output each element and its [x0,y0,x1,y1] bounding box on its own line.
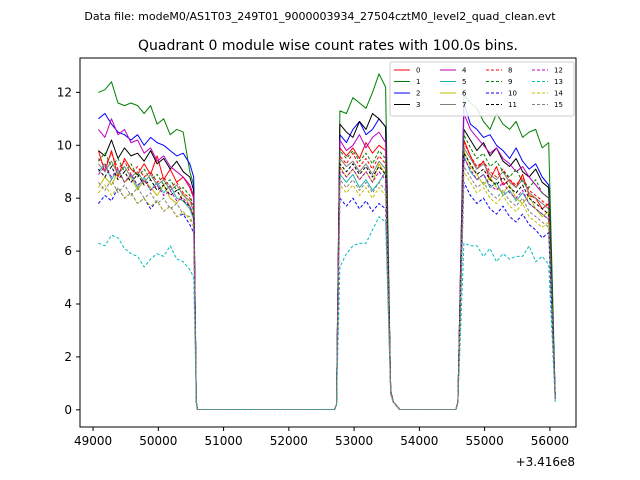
series-line-10 [98,181,556,410]
legend-label-0: 0 [416,67,420,75]
series-line-14 [98,171,556,410]
legend-label-8: 8 [508,67,512,75]
y-tick-label: 2 [64,350,72,364]
y-axis: 0 2 4 6 8 10 12 [57,85,80,417]
x-tick-label: 55000 [466,434,504,448]
x-offset-label: +3.416e8 [516,455,575,469]
y-tick-label: 0 [64,403,72,417]
y-tick-label: 10 [57,138,72,152]
legend-label-10: 10 [508,90,517,98]
series-line-8 [98,142,556,410]
x-tick-label: 53000 [335,434,373,448]
x-tick-label: 56000 [531,434,569,448]
legend-label-7: 7 [462,101,466,109]
legend-label-9: 9 [508,78,512,86]
legend-label-1: 1 [416,78,420,86]
series-line-1 [98,73,556,410]
x-tick-label: 51000 [204,434,242,448]
series-line-9 [98,134,556,410]
x-tick-label: 52000 [270,434,308,448]
series-line-4 [98,113,556,410]
y-tick-label: 6 [64,244,72,258]
series-line-7 [98,147,556,410]
legend-label-2: 2 [416,90,420,98]
legend-label-14: 14 [554,90,563,98]
plot-lines [97,73,556,410]
chart-suptitle: Data file: modeM0/AS1T03_249T01_90000039… [84,10,556,23]
legend-label-15: 15 [554,101,563,109]
series-line-2 [98,102,556,410]
legend-label-13: 13 [554,78,563,86]
series-line-5 [98,155,556,410]
series-line-11 [98,152,556,410]
legend-label-5: 5 [462,78,466,86]
series-line-13 [98,216,556,410]
legend-label-11: 11 [508,101,517,109]
chart-title: Quadrant 0 module wise count rates with … [138,38,518,54]
x-tick-label: 49000 [74,434,112,448]
series-line-12 [98,158,556,410]
series-line-3 [98,113,556,410]
x-tick-label: 54000 [400,434,438,448]
series-line-15 [98,166,556,410]
legend-label-3: 3 [416,101,420,109]
x-axis: 49000 50000 51000 52000 53000 54000 55000 56000 [74,427,569,448]
axes-frame [79,57,577,428]
y-tick-label: 12 [57,85,72,99]
y-tick-label: 8 [64,191,72,205]
y-tick-label: 4 [64,297,72,311]
x-tick-label: 50000 [139,434,177,448]
legend-box [389,61,575,117]
legend-label-6: 6 [462,90,467,98]
series-line-6 [97,150,556,410]
legend-label-12: 12 [554,67,563,75]
legend-label-4: 4 [462,67,467,75]
